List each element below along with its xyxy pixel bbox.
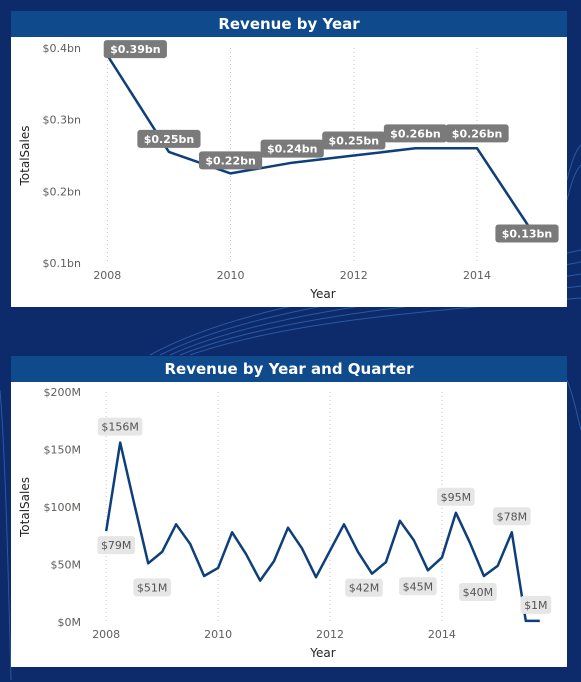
y-tick-label: $0.2bn (43, 185, 81, 198)
y-axis-title: TotalSales (18, 126, 32, 187)
data-label-text: $0.39bn (110, 43, 161, 56)
data-label-box (520, 595, 552, 614)
data-label-box (260, 139, 324, 158)
y-axis-title: TotalSales (18, 477, 32, 538)
x-tick-label: 2012 (316, 628, 344, 641)
x-tick-label: 2008 (93, 269, 121, 282)
data-label-box (445, 124, 509, 143)
data-label-box (133, 578, 171, 597)
data-label: $1M (520, 595, 552, 614)
data-label-box (137, 129, 201, 148)
data-label-box (103, 40, 167, 59)
revenue-by-quarter-chart: Revenue by Year and Quarter 2008 2010 2012… (11, 356, 567, 667)
data-label-text: $42M (349, 582, 380, 595)
data-label-text: $0.25bn (329, 135, 380, 148)
data-label-box (495, 224, 559, 243)
data-label: $0.26bn (383, 124, 448, 143)
data-label: $0.22bn (198, 151, 263, 170)
data-label: $51M (133, 578, 171, 597)
data-label-box (437, 487, 475, 506)
y-tick-label: $0.3bn (43, 114, 81, 127)
series-line (106, 54, 540, 243)
data-label: $0.13bn (495, 224, 559, 243)
y-tick-label: $100M (44, 501, 82, 514)
data-label: $0.25bn (322, 131, 386, 150)
data-label-box (493, 507, 531, 526)
y-tick-label: $0M (58, 616, 82, 629)
data-label-box (198, 151, 263, 170)
chart-title: Revenue by Year (11, 11, 567, 37)
revenue-by-quarter-plot: 2008 2010 2012 2014 $0M $50M $100M $150M $200M Ye… (18, 386, 552, 660)
data-label-text: $79M (101, 539, 132, 552)
x-tick-label: 2014 (428, 628, 456, 641)
data-label: $156M (97, 417, 143, 436)
chart-title: Revenue by Year and Quarter (11, 356, 567, 382)
y-tick-label: $150M (44, 444, 82, 457)
x-tick-label: 2012 (340, 269, 368, 282)
data-label-text: $95M (441, 491, 472, 504)
revenue-by-year-chart: Revenue by Year 2008 2010 2012 2014 $0.1bn $0… (11, 11, 567, 307)
data-label-box (459, 583, 497, 601)
data-label-text: $0.26bn (452, 127, 503, 140)
data-label-box (399, 577, 437, 596)
data-label-text: $78M (497, 510, 528, 523)
data-label-box (345, 578, 383, 597)
data-label-text: $156M (101, 421, 139, 434)
data-label-box (97, 536, 135, 555)
y-tick-label: $50M (51, 559, 82, 572)
data-label: $0.24bn (260, 139, 324, 158)
data-label-text: $51M (137, 581, 168, 594)
revenue-by-year-plot: 2008 2010 2012 2014 $0.1bn $0.2bn $0.3bn $0.4bn… (18, 40, 559, 301)
x-axis-title: Year (309, 287, 335, 301)
data-label-text: $0.22bn (205, 154, 256, 167)
x-tick-label: 2010 (204, 628, 232, 641)
data-label: $40M (459, 583, 497, 601)
data-label-text: $40M (463, 586, 494, 599)
y-tick-label: $0.1bn (43, 257, 81, 270)
data-label: $0.25bn (137, 129, 201, 148)
series-line (104, 441, 540, 623)
data-label-text: $0.13bn (502, 228, 553, 241)
data-label: $79M (97, 536, 135, 555)
x-axis-title: Year (309, 646, 335, 660)
data-label-text: $0.25bn (144, 133, 195, 146)
y-tick-label: $0.4bn (43, 42, 81, 55)
data-label-box (322, 131, 386, 150)
data-label: $0.26bn (445, 124, 509, 143)
data-label: $42M (345, 578, 383, 597)
data-label-box (383, 124, 448, 143)
data-label: $45M (399, 577, 437, 596)
x-tick-label: 2010 (217, 269, 245, 282)
data-label: $78M (493, 507, 531, 526)
data-label-text: $1M (524, 599, 548, 612)
y-tick-label: $200M (44, 386, 82, 399)
data-label: $0.39bn (103, 40, 167, 59)
data-label-text: $0.24bn (267, 143, 318, 156)
data-label: $95M (437, 487, 475, 506)
data-label-text: $45M (403, 580, 434, 593)
x-tick-label: 2014 (463, 269, 491, 282)
x-tick-label: 2008 (92, 628, 120, 641)
data-label-text: $0.26bn (390, 127, 441, 140)
data-label-box (97, 417, 143, 436)
